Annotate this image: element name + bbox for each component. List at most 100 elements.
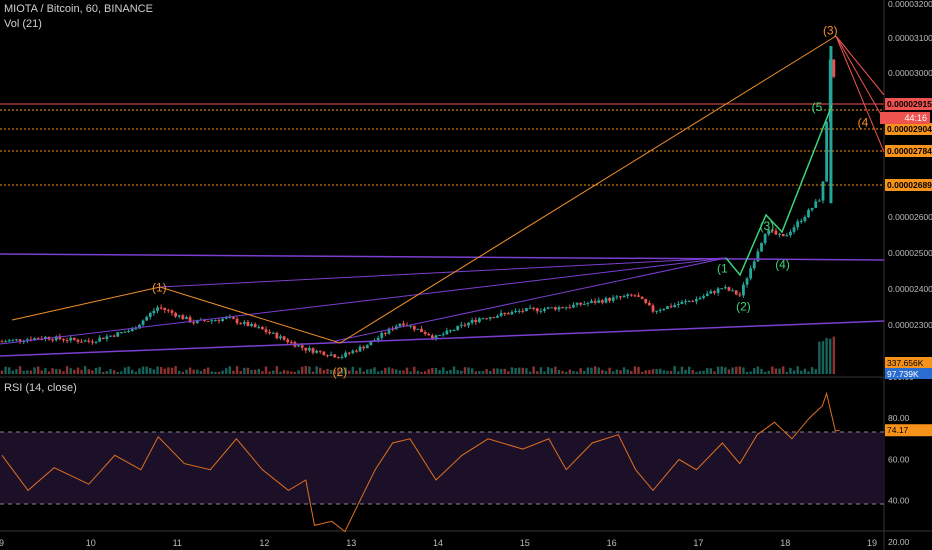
candle-body xyxy=(774,230,778,235)
candle-body xyxy=(517,310,521,312)
volume-bar xyxy=(420,371,423,374)
volume-bar xyxy=(279,371,282,374)
volume-bar xyxy=(749,371,752,374)
volume-bar xyxy=(326,368,329,374)
time-tick-label: 18 xyxy=(780,538,790,548)
volume-bar xyxy=(268,371,271,374)
volume-bar xyxy=(98,367,101,374)
candle-body xyxy=(365,345,369,349)
volume-bar xyxy=(510,367,514,374)
candle-body xyxy=(36,338,40,340)
candle-body xyxy=(713,291,716,293)
candle-body xyxy=(383,332,387,334)
volume-bar xyxy=(188,367,192,374)
volume-bar xyxy=(724,367,727,374)
candle-body xyxy=(770,229,774,231)
candle-body xyxy=(145,316,149,321)
volume-bar xyxy=(648,370,651,374)
volume-bar xyxy=(228,366,232,374)
candle-body xyxy=(539,310,543,312)
candle-body xyxy=(615,296,619,298)
volume-bar xyxy=(698,371,702,374)
wave-lines-orange xyxy=(11,35,885,344)
time-tick-label: 14 xyxy=(433,538,443,548)
candle-body xyxy=(98,337,102,342)
volume-bar xyxy=(423,371,427,374)
volume-bar xyxy=(431,367,434,374)
volume-bar xyxy=(796,366,799,374)
volume-bar xyxy=(771,366,774,374)
candle-body xyxy=(619,296,622,298)
candle-body xyxy=(467,322,470,326)
candle-body xyxy=(644,298,648,303)
candle-body xyxy=(347,352,351,354)
volume-bar xyxy=(261,371,264,374)
volume-bar xyxy=(304,366,307,374)
volume-bar xyxy=(105,371,109,374)
volume-bar xyxy=(445,370,449,374)
candle-body xyxy=(235,318,239,324)
volume-bar xyxy=(250,369,253,374)
candle-body xyxy=(691,300,695,302)
volume-bar xyxy=(807,371,810,374)
candle-body xyxy=(546,307,550,309)
candle-body xyxy=(163,307,167,310)
volume-tag-box xyxy=(885,357,932,368)
volume-bar xyxy=(727,369,731,374)
volume-bar xyxy=(615,369,619,374)
volume-bar xyxy=(185,369,188,374)
volume-bar xyxy=(358,367,362,374)
volume-bar xyxy=(434,368,438,374)
candle-body xyxy=(449,330,452,332)
candle-body xyxy=(434,335,438,339)
volume-bar xyxy=(138,368,141,374)
volume-bar xyxy=(300,366,304,374)
candle-body xyxy=(329,354,333,356)
volume-bar xyxy=(264,366,268,374)
volume-bar xyxy=(344,367,347,374)
volume-bar xyxy=(782,366,785,374)
candle-body xyxy=(166,309,170,311)
candle-body xyxy=(789,231,792,236)
volume-bar xyxy=(814,369,817,374)
price-tag-box xyxy=(885,98,932,110)
candle-body xyxy=(228,317,232,319)
rsi-band xyxy=(0,432,884,504)
volume-bar xyxy=(517,367,521,374)
candle-body xyxy=(271,332,275,334)
channel-lines xyxy=(0,253,885,357)
volume-bar xyxy=(225,368,228,374)
candle-body xyxy=(474,319,478,323)
rsi-indicator-label: RSI (14, close) xyxy=(4,382,77,394)
candle-body xyxy=(792,227,796,232)
volume-bar xyxy=(633,366,637,374)
volume-bar xyxy=(102,371,105,374)
candle-body xyxy=(575,302,579,305)
wave-label: (2) xyxy=(736,300,751,314)
candle-body xyxy=(731,290,734,292)
wave-label: (1 xyxy=(717,261,728,275)
candle-body xyxy=(62,339,65,341)
candle-body xyxy=(481,318,485,320)
volume-bar xyxy=(0,370,4,374)
volume-bar xyxy=(290,371,293,374)
candle-body xyxy=(72,337,76,340)
candle-body xyxy=(159,307,163,309)
volume-bar xyxy=(36,366,40,374)
candle-body xyxy=(470,319,474,323)
volume-bar xyxy=(311,371,315,374)
candle-body xyxy=(702,296,706,298)
candle-body xyxy=(185,317,188,320)
candle-body xyxy=(127,330,130,332)
candle-body xyxy=(485,318,489,320)
candle-body xyxy=(582,303,586,305)
volume-bar xyxy=(467,367,470,374)
candle-body xyxy=(420,328,423,333)
time-tick-label: 13 xyxy=(346,538,356,548)
volume-bar xyxy=(51,368,54,374)
candle-body xyxy=(564,307,568,309)
volume-bar xyxy=(297,370,300,374)
volume-bar xyxy=(116,371,119,374)
volume-bar xyxy=(774,368,778,374)
volume-bar xyxy=(792,370,796,374)
